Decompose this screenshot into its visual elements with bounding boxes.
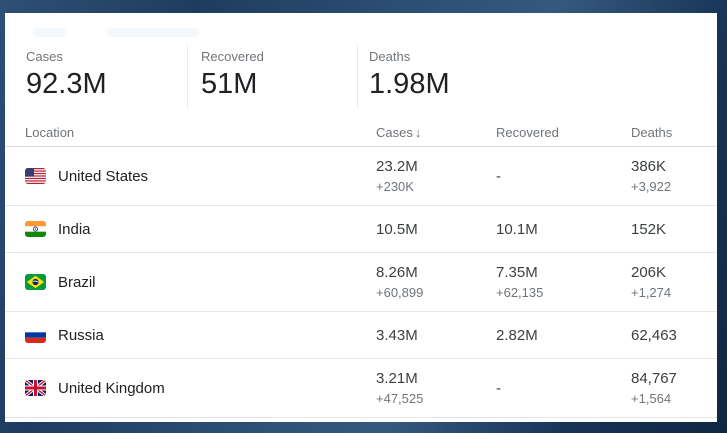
column-header-recovered[interactable]: Recovered bbox=[496, 124, 559, 140]
stat-deaths-value: 1.98M bbox=[369, 68, 450, 100]
stat-cases-label: Cases bbox=[26, 49, 63, 64]
deaths-cell: 386K +3,922 bbox=[631, 147, 717, 205]
covid-stats-panel: Cases 92.3M Recovered 51M Deaths 1.98M L… bbox=[5, 13, 717, 422]
deaths-value: 386K bbox=[631, 158, 667, 175]
recovered-cell: 10.1M bbox=[496, 210, 631, 249]
column-header-deaths[interactable]: Deaths bbox=[631, 124, 673, 140]
location-cell: United States bbox=[5, 168, 376, 185]
recovered-cell: - bbox=[496, 369, 631, 408]
country-name: United States bbox=[58, 167, 149, 185]
recovered-value: - bbox=[496, 379, 501, 397]
country-table: Location Cases ↓ Recovered Deaths United … bbox=[5, 118, 717, 418]
cases-cell: 3.21M +47,525 bbox=[376, 359, 496, 417]
summary-stats: Cases 92.3M Recovered 51M Deaths 1.98M bbox=[5, 45, 717, 108]
stat-cases: Cases 92.3M bbox=[5, 45, 187, 108]
deaths-delta: +3,922 bbox=[631, 179, 672, 194]
deaths-value: 206K bbox=[631, 264, 667, 281]
deaths-cell: 152K bbox=[631, 210, 717, 249]
cases-delta: +60,899 bbox=[376, 285, 424, 300]
recovered-value: 7.35M bbox=[496, 264, 538, 281]
cases-delta: +230K bbox=[376, 179, 414, 194]
table-row[interactable]: United States 23.2M +230K - 386K +3,922 bbox=[5, 147, 717, 206]
stat-recovered-label: Recovered bbox=[201, 49, 264, 64]
location-cell: Russia bbox=[5, 327, 376, 344]
country-name: Russia bbox=[58, 326, 104, 344]
stat-recovered-value: 51M bbox=[201, 68, 258, 100]
skeleton-bar bbox=[33, 28, 67, 37]
location-cell: United Kingdom bbox=[5, 380, 376, 397]
cases-value: 10.5M bbox=[376, 220, 418, 238]
recovered-value: - bbox=[496, 167, 501, 185]
table-row[interactable]: United Kingdom 3.21M +47,525 - 84,767 +1… bbox=[5, 359, 717, 418]
recovered-cell: 7.35M +62,135 bbox=[496, 253, 631, 311]
recovered-delta: +62,135 bbox=[496, 285, 544, 300]
cases-cell: 3.43M bbox=[376, 316, 496, 355]
brazil-flag-icon bbox=[25, 274, 46, 290]
deaths-cell: 84,767 +1,564 bbox=[631, 359, 717, 417]
stat-deaths-label: Deaths bbox=[369, 49, 411, 64]
table-row[interactable]: Brazil 8.26M +60,899 7.35M +62,135 206K … bbox=[5, 253, 717, 312]
recovered-value: 10.1M bbox=[496, 220, 538, 238]
cases-cell: 23.2M +230K bbox=[376, 147, 496, 205]
deaths-delta: +1,564 bbox=[631, 391, 672, 406]
cases-value: 3.21M bbox=[376, 370, 418, 387]
column-header-location: Location bbox=[25, 124, 75, 140]
cases-delta: +47,525 bbox=[376, 391, 424, 406]
skeleton-bar bbox=[107, 28, 199, 37]
deaths-cell: 206K +1,274 bbox=[631, 253, 717, 311]
cases-value: 23.2M bbox=[376, 158, 418, 175]
stat-recovered: Recovered 51M bbox=[187, 45, 357, 108]
deaths-cell: 62,463 bbox=[631, 316, 717, 355]
us-flag-icon bbox=[25, 168, 46, 184]
recovered-value: 2.82M bbox=[496, 326, 538, 344]
cases-cell: 10.5M bbox=[376, 210, 496, 249]
uk-flag-icon bbox=[25, 380, 46, 396]
stat-cases-value: 92.3M bbox=[26, 68, 107, 100]
cases-value: 8.26M bbox=[376, 264, 418, 281]
sort-descending-icon: ↓ bbox=[414, 124, 422, 140]
deaths-value: 84,767 bbox=[631, 370, 677, 387]
recovered-cell: 2.82M bbox=[496, 316, 631, 355]
table-row[interactable]: India 10.5M 10.1M 152K bbox=[5, 206, 717, 253]
table-row[interactable]: Russia 3.43M 2.82M 62,463 bbox=[5, 312, 717, 359]
location-cell: India bbox=[5, 221, 376, 238]
india-flag-icon bbox=[25, 221, 46, 237]
cases-value: 3.43M bbox=[376, 326, 418, 344]
country-name: Brazil bbox=[58, 273, 96, 291]
deaths-delta: +1,274 bbox=[631, 285, 672, 300]
country-name: India bbox=[58, 220, 91, 238]
stat-deaths: Deaths 1.98M bbox=[357, 45, 717, 108]
country-table-body: United States 23.2M +230K - 386K +3,922 … bbox=[5, 147, 717, 418]
column-header-cases[interactable]: Cases ↓ bbox=[376, 125, 496, 140]
cases-cell: 8.26M +60,899 bbox=[376, 253, 496, 311]
location-cell: Brazil bbox=[5, 274, 376, 291]
recovered-cell: - bbox=[496, 157, 631, 196]
russia-flag-icon bbox=[25, 327, 46, 343]
deaths-value: 62,463 bbox=[631, 326, 677, 344]
country-name: United Kingdom bbox=[58, 379, 165, 397]
deaths-value: 152K bbox=[631, 220, 667, 238]
country-table-header: Location Cases ↓ Recovered Deaths bbox=[5, 118, 717, 147]
column-header-cases-label: Cases bbox=[376, 124, 413, 140]
